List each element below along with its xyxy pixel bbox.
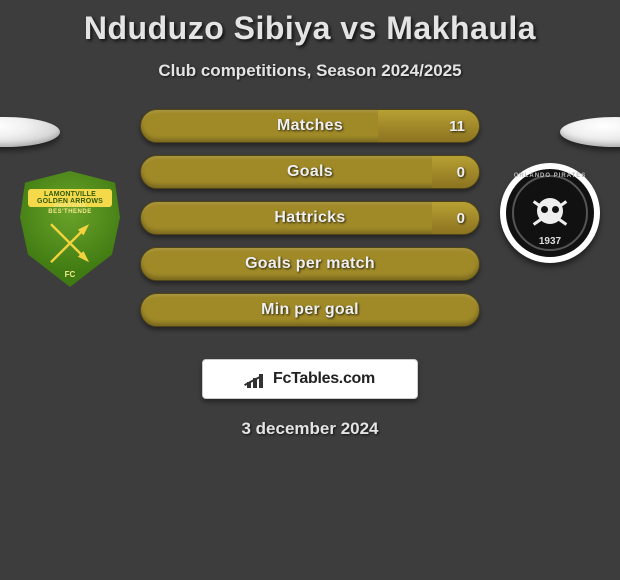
stat-value-right: 11	[435, 110, 479, 142]
crest-left-subtext: ABAFANA BES'THENDE	[34, 203, 106, 215]
stat-bar: Matches11	[140, 109, 480, 143]
stat-bar: Goals per match	[140, 247, 480, 281]
skull-icon	[537, 198, 563, 224]
player-left-marker	[0, 117, 60, 147]
stat-bar: Goals0	[140, 155, 480, 189]
stat-bars: Matches11Goals0Hattricks0Goals per match…	[140, 109, 480, 339]
stat-value-right: 0	[443, 156, 479, 188]
stat-label: Goals	[141, 156, 479, 188]
player-right-marker	[560, 117, 620, 147]
comparison-arena: LAMONTVILLE GOLDEN ARROWS ABAFANA BES'TH…	[0, 109, 620, 339]
brand-logo-icon	[245, 370, 267, 388]
stat-value-right: 0	[443, 202, 479, 234]
subtitle: Club competitions, Season 2024/2025	[0, 61, 620, 81]
stat-bar: Min per goal	[140, 293, 480, 327]
club-crest-right: ORLANDO PIRATES 1937	[500, 163, 600, 263]
stat-label: Min per goal	[141, 294, 479, 326]
stat-bar: Hattricks0	[140, 201, 480, 235]
stat-label: Matches	[141, 110, 479, 142]
crest-right-year: 1937	[539, 236, 561, 247]
crest-left-bottom: FC	[65, 270, 76, 279]
date-text: 3 december 2024	[0, 419, 620, 439]
brand-badge: FcTables.com	[202, 359, 418, 399]
brand-text: FcTables.com	[273, 370, 375, 388]
stat-label: Hattricks	[141, 202, 479, 234]
crest-right-arc: ORLANDO PIRATES	[506, 173, 594, 179]
club-crest-left: LAMONTVILLE GOLDEN ARROWS ABAFANA BES'TH…	[20, 171, 120, 287]
stat-label: Goals per match	[141, 248, 479, 280]
page-title: Nduduzo Sibiya vs Makhaula	[0, 0, 620, 47]
